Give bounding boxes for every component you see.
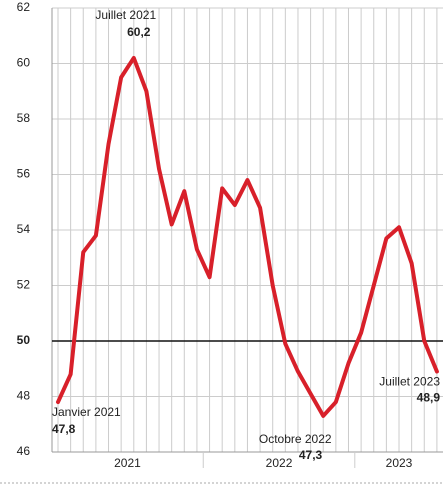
data-line (56, 55, 439, 418)
y-tick-label: 54 (17, 222, 31, 236)
y-tick-label: 56 (17, 167, 31, 181)
annotation-value: 48,9 (417, 391, 441, 405)
y-tick-label: 60 (17, 56, 31, 70)
y-tick-label: 58 (17, 111, 31, 125)
annotation-label: Octobre 2022 (259, 432, 332, 446)
y-tick-label: 48 (17, 389, 31, 403)
y-tick-label: 46 (17, 444, 31, 458)
annotation-label: Juillet 2023 (379, 375, 440, 389)
x-group-label: 2022 (266, 456, 293, 470)
annotation-value: 47,8 (52, 422, 76, 436)
y-tick-label: 62 (17, 0, 31, 14)
annotation-label: Juillet 2021 (95, 8, 156, 22)
annotation-value: 60,2 (127, 25, 151, 39)
annotation-value: 47,3 (299, 448, 323, 462)
y-tick-label: 52 (17, 278, 31, 292)
y-tick-label: 50 (17, 333, 31, 347)
x-group-label: 2021 (114, 456, 141, 470)
annotation-label: Janvier 2021 (52, 405, 121, 419)
x-group-label: 2023 (386, 456, 413, 470)
